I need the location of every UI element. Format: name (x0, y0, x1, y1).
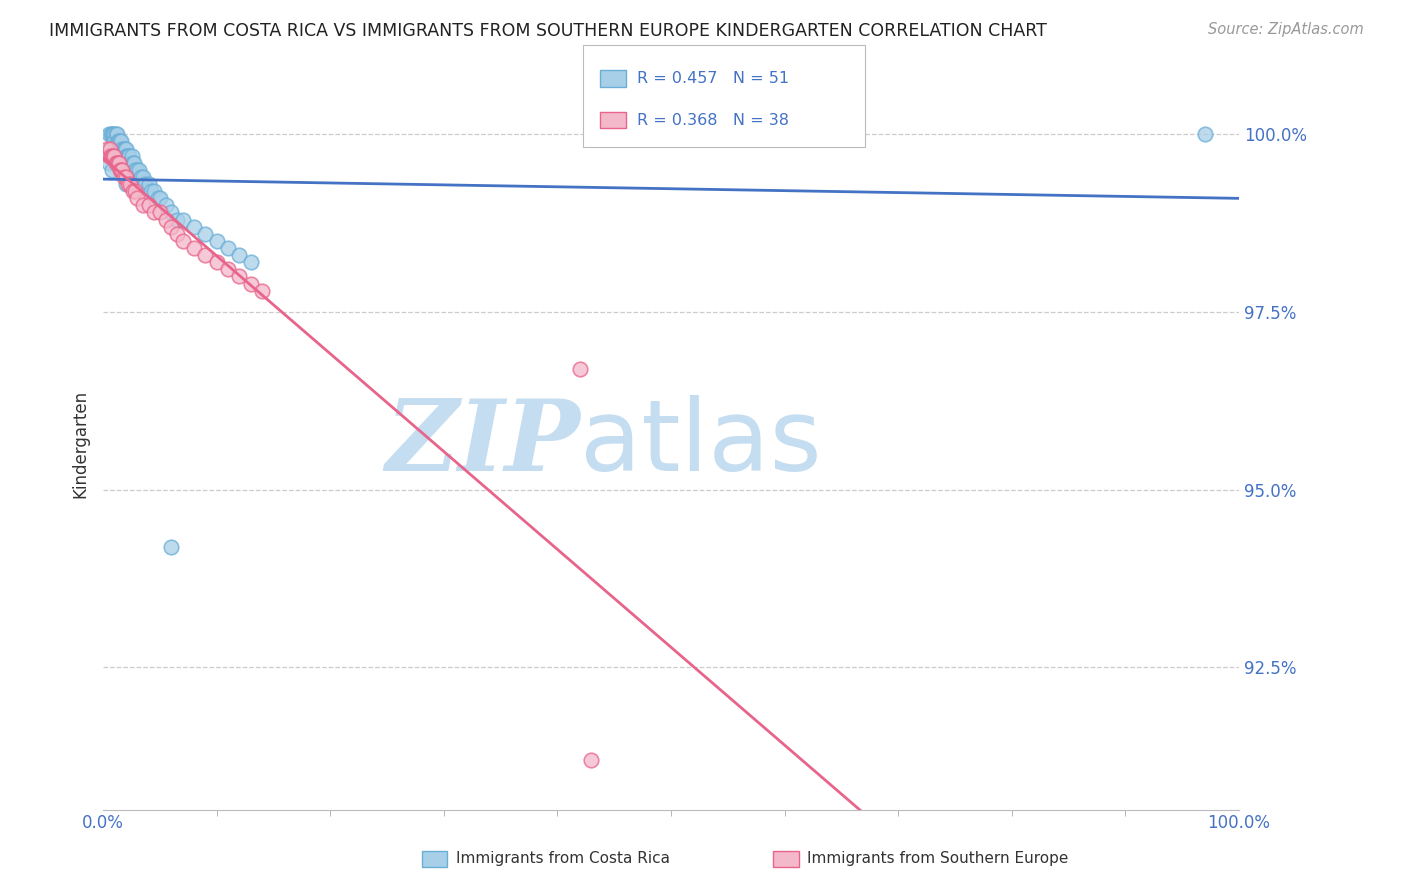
Point (228, 269, 250, 284)
Point (121, 148, 143, 162)
Text: Source: ZipAtlas.com: Source: ZipAtlas.com (1208, 22, 1364, 37)
Point (100, 148, 122, 162)
Point (111, 162, 134, 177)
Point (127, 191, 149, 205)
Point (239, 277, 262, 291)
Point (194, 227, 217, 241)
Point (120, 177, 142, 191)
Point (121, 155, 143, 169)
Point (112, 169, 135, 184)
Point (101, 162, 124, 177)
Point (239, 255, 262, 269)
Point (134, 177, 156, 191)
Text: Immigrants from Costa Rica: Immigrants from Costa Rica (456, 851, 669, 865)
Point (115, 148, 138, 162)
Point (108, 162, 131, 177)
Point (107, 135, 129, 149)
Point (127, 162, 149, 177)
Point (97, 148, 120, 162)
Point (100, 128, 122, 142)
Point (155, 198, 177, 212)
Point (108, 135, 131, 149)
Point (205, 234, 228, 248)
Point (112, 141, 135, 155)
Point (138, 177, 160, 191)
Point (103, 148, 125, 162)
Point (228, 248, 250, 262)
Point (105, 155, 128, 169)
Point (118, 148, 141, 162)
Point (172, 234, 194, 248)
Point (101, 148, 124, 162)
Point (138, 198, 160, 212)
Point (115, 169, 138, 184)
Point (104, 155, 127, 169)
Point (132, 169, 155, 184)
Point (97, 128, 120, 142)
Point (97, 155, 120, 169)
Point (108, 135, 131, 149)
Point (96, 141, 118, 155)
Point (581, 753, 603, 767)
Point (155, 212, 177, 227)
Point (115, 148, 138, 162)
Point (115, 141, 138, 155)
Point (217, 262, 239, 277)
Text: ZIP: ZIP (385, 395, 581, 491)
Point (121, 184, 143, 198)
Point (111, 141, 134, 155)
Text: atlas: atlas (581, 395, 821, 492)
Point (129, 169, 152, 184)
Text: R = 0.457   N = 51: R = 0.457 N = 51 (637, 71, 789, 86)
Point (143, 205, 166, 219)
Point (117, 148, 139, 162)
Point (122, 155, 145, 169)
Point (124, 162, 146, 177)
Point (172, 212, 194, 227)
Point (105, 128, 128, 142)
Point (160, 205, 183, 219)
Point (160, 219, 183, 234)
Point (120, 155, 142, 169)
Point (104, 128, 127, 142)
Point (110, 135, 132, 149)
Point (1194, 128, 1216, 142)
Text: R = 0.368   N = 38: R = 0.368 N = 38 (637, 113, 789, 128)
Point (124, 184, 146, 198)
Point (114, 141, 136, 155)
Point (108, 141, 131, 155)
Point (103, 128, 125, 142)
Point (103, 128, 125, 142)
Point (250, 284, 273, 298)
Point (217, 241, 239, 255)
Point (183, 241, 205, 255)
Point (115, 177, 138, 191)
Point (132, 198, 155, 212)
Point (103, 135, 125, 149)
Text: Immigrants from Southern Europe: Immigrants from Southern Europe (807, 851, 1069, 865)
Y-axis label: Kindergarten: Kindergarten (72, 390, 89, 498)
Point (166, 227, 188, 241)
Point (194, 248, 217, 262)
Point (139, 184, 162, 198)
Point (149, 205, 172, 219)
Point (103, 148, 125, 162)
Point (110, 162, 132, 177)
Point (107, 155, 129, 169)
Point (101, 128, 124, 142)
Point (569, 362, 592, 376)
Point (166, 212, 188, 227)
Point (128, 162, 150, 177)
Point (98, 141, 121, 155)
Point (146, 191, 169, 205)
Point (143, 184, 166, 198)
Point (183, 219, 205, 234)
Point (205, 255, 228, 269)
Point (108, 155, 131, 169)
Point (149, 191, 172, 205)
Point (117, 177, 139, 191)
Text: IMMIGRANTS FROM COSTA RICA VS IMMIGRANTS FROM SOUTHERN EUROPE KINDERGARTEN CORRE: IMMIGRANTS FROM COSTA RICA VS IMMIGRANTS… (49, 22, 1047, 40)
Point (160, 540, 183, 554)
